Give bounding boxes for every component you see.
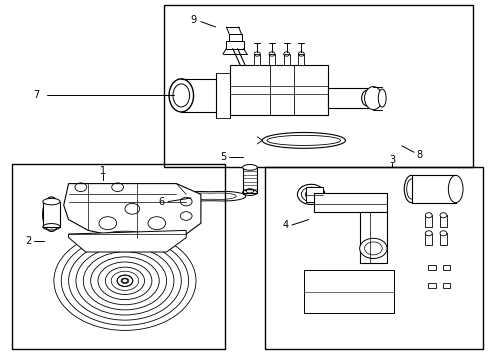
Polygon shape <box>64 184 201 238</box>
Ellipse shape <box>105 267 145 294</box>
Bar <box>230 65 328 115</box>
Ellipse shape <box>43 197 60 231</box>
Ellipse shape <box>425 213 432 218</box>
Ellipse shape <box>61 237 189 325</box>
Ellipse shape <box>343 274 392 310</box>
Ellipse shape <box>83 252 167 310</box>
Bar <box>428 265 436 270</box>
Ellipse shape <box>111 271 139 291</box>
Ellipse shape <box>404 175 419 203</box>
Bar <box>226 41 244 49</box>
Bar <box>443 283 450 288</box>
Ellipse shape <box>54 231 196 330</box>
Ellipse shape <box>121 278 129 284</box>
Bar <box>443 265 450 270</box>
Ellipse shape <box>425 231 432 236</box>
Bar <box>298 54 304 65</box>
Ellipse shape <box>360 238 387 258</box>
Text: 8: 8 <box>416 150 422 160</box>
Bar <box>425 215 432 227</box>
Bar <box>269 54 275 65</box>
Ellipse shape <box>309 274 358 310</box>
Ellipse shape <box>117 275 133 286</box>
Bar <box>412 175 456 203</box>
Bar <box>425 233 432 245</box>
Bar <box>229 34 242 41</box>
Ellipse shape <box>448 175 463 203</box>
Ellipse shape <box>378 89 386 107</box>
Bar <box>164 5 473 167</box>
Ellipse shape <box>169 79 194 112</box>
Bar <box>265 167 483 349</box>
Ellipse shape <box>43 198 60 205</box>
Bar <box>12 164 225 349</box>
Text: 4: 4 <box>282 220 288 230</box>
Bar <box>254 54 260 65</box>
Ellipse shape <box>297 184 325 204</box>
Bar <box>440 233 447 245</box>
Ellipse shape <box>122 279 128 283</box>
Ellipse shape <box>365 87 382 110</box>
Bar <box>440 215 447 227</box>
Ellipse shape <box>91 257 159 305</box>
Polygon shape <box>69 230 186 252</box>
Bar <box>360 212 387 263</box>
Bar <box>304 270 394 313</box>
Text: 3: 3 <box>389 155 395 165</box>
Ellipse shape <box>45 201 58 228</box>
Ellipse shape <box>76 247 174 315</box>
Ellipse shape <box>98 262 152 300</box>
Bar <box>428 283 436 288</box>
Bar <box>328 88 368 108</box>
Text: 7: 7 <box>34 90 40 100</box>
Text: 6: 6 <box>159 197 165 207</box>
Ellipse shape <box>440 213 447 218</box>
Ellipse shape <box>69 242 181 320</box>
Ellipse shape <box>407 179 416 199</box>
Bar <box>43 202 60 227</box>
Text: 9: 9 <box>191 15 196 25</box>
Text: 2: 2 <box>25 236 31 246</box>
Bar <box>243 167 257 193</box>
Ellipse shape <box>440 231 447 236</box>
Ellipse shape <box>301 187 321 202</box>
Ellipse shape <box>362 90 373 106</box>
Bar <box>284 54 290 65</box>
Bar <box>314 193 387 212</box>
Text: 5: 5 <box>220 152 226 162</box>
Bar <box>306 187 323 202</box>
Ellipse shape <box>243 165 257 170</box>
Text: 1: 1 <box>100 166 106 176</box>
